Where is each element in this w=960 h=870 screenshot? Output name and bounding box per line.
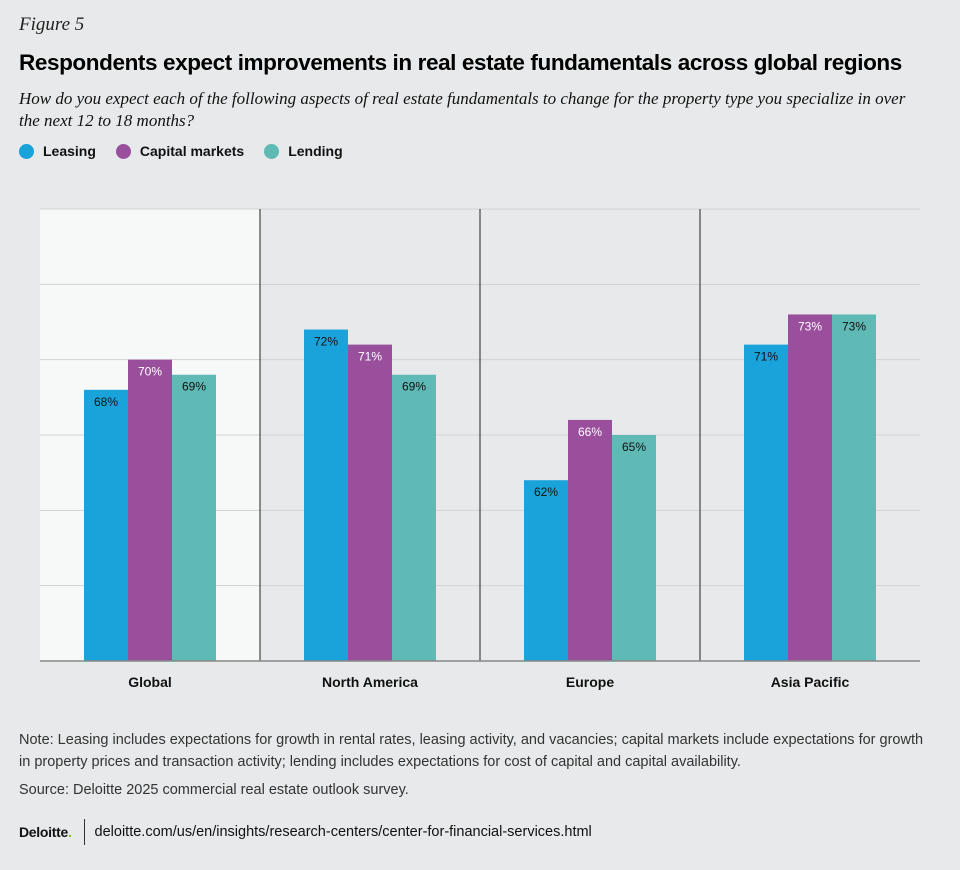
data-label-capital-markets: 66% <box>578 425 602 439</box>
x-tick-label: Asia Pacific <box>771 674 850 690</box>
brand-dot: . <box>67 824 72 840</box>
brand-name: Deloitte <box>19 824 68 840</box>
x-tick-label: Europe <box>566 674 614 690</box>
bar-lending <box>172 374 216 661</box>
bar-capital-markets <box>128 359 172 661</box>
bar-leasing <box>304 329 348 661</box>
data-label-capital-markets: 70% <box>138 365 162 379</box>
legend-swatch-lending <box>264 143 280 159</box>
bar-leasing <box>524 480 568 661</box>
legend-swatch-capital-markets <box>115 143 131 159</box>
bar-leasing <box>84 389 128 661</box>
legend: Leasing Capital markets Lending <box>19 143 363 159</box>
data-label-capital-markets: 71% <box>358 350 382 364</box>
bar-capital-markets <box>568 419 612 661</box>
chart-subtitle: How do you expect each of the following … <box>19 89 906 130</box>
x-tick-label: Global <box>128 674 172 690</box>
data-label-lending: 65% <box>622 440 646 454</box>
bar-capital-markets <box>348 344 392 661</box>
data-label-capital-markets: 73% <box>798 319 822 333</box>
bar-lending <box>612 435 656 661</box>
footer-divider <box>83 819 85 845</box>
chart-title: Respondents expect improvements in real … <box>19 50 902 75</box>
legend-label-leasing: Leasing <box>43 143 96 159</box>
legend-swatch-leasing <box>19 143 34 159</box>
footer: Deloitte. deloitte.com/us/en/insights/re… <box>19 819 592 845</box>
data-label-leasing: 62% <box>534 485 558 499</box>
bar-lending <box>392 374 436 661</box>
figure-label: Figure 5 <box>19 14 85 35</box>
chart-source: Source: Deloitte 2025 commercial real es… <box>19 782 409 798</box>
bar-lending <box>832 314 876 661</box>
bar-chart: 68% 70% 69% Global 72% 71% 69% North America 62%… <box>40 208 920 690</box>
data-label-lending: 73% <box>842 319 866 333</box>
data-label-leasing: 72% <box>314 335 338 349</box>
legend-label-capital-markets: Capital markets <box>139 143 245 159</box>
legend-item-capital-markets: Capital markets <box>115 143 245 159</box>
bar-leasing <box>744 344 788 661</box>
x-tick-label: North America <box>322 674 418 690</box>
chart-note: Note: Leasing includes expectations for … <box>19 732 924 770</box>
deloitte-logo: Deloitte. <box>19 824 72 840</box>
data-label-lending: 69% <box>402 380 426 394</box>
bar-capital-markets <box>788 314 832 661</box>
data-label-leasing: 68% <box>94 395 118 409</box>
data-label-lending: 69% <box>182 380 206 394</box>
footer-url[interactable]: deloitte.com/us/en/insights/research-cen… <box>94 824 592 840</box>
legend-item-lending: Lending <box>264 143 343 159</box>
legend-item-leasing: Leasing <box>19 143 96 159</box>
data-label-leasing: 71% <box>754 350 778 364</box>
legend-label-lending: Lending <box>288 143 343 159</box>
